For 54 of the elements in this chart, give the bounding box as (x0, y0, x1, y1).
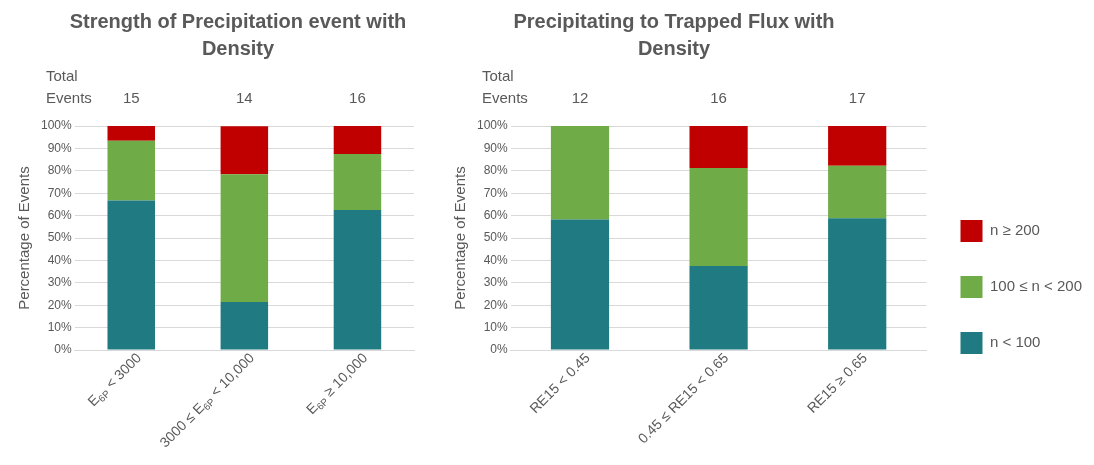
bar (333, 154, 382, 210)
bar (550, 219, 610, 350)
y-axis-title: Percentage of Events (451, 166, 469, 310)
y-tick-label: 0% (490, 342, 509, 357)
text: Total Events (46, 67, 92, 106)
y-tick-label: 100% (40, 118, 73, 133)
bar (689, 266, 748, 350)
y-tick-label: 30% (483, 275, 509, 290)
y-tick-label: 30% (47, 275, 73, 290)
legend-label: n < 100 (990, 333, 1041, 351)
y-tick-label: 50% (483, 230, 509, 245)
chart-title: Strength of Precipitation event with Density (68, 9, 408, 61)
y-tick-label: 40% (483, 252, 509, 267)
y-tick-label: 80% (483, 163, 509, 178)
bar (333, 126, 382, 154)
text: 16 (349, 89, 366, 106)
legend-label: n ≥ 200 (990, 221, 1040, 239)
y-tick-label: 20% (483, 297, 509, 312)
bar (689, 126, 748, 168)
bar (220, 126, 269, 175)
bar (828, 126, 887, 166)
text: Total Events (482, 67, 528, 106)
chart-title: Precipitating to Trapped Flux with Density (512, 9, 836, 61)
text: 16 (710, 89, 727, 106)
bar (689, 167, 748, 266)
text: 12 (571, 89, 589, 106)
bar (107, 200, 155, 350)
bar (220, 174, 269, 303)
y-tick-label: 60% (483, 207, 509, 222)
bar (828, 165, 887, 219)
y-tick-label: 80% (47, 163, 73, 178)
y-tick-label: 50% (47, 230, 73, 245)
y-tick-label: 40% (47, 252, 73, 267)
bar (550, 126, 610, 220)
bar (107, 126, 155, 141)
y-axis-title: Percentage of Events (15, 166, 33, 310)
y-tick-label: 10% (483, 319, 509, 334)
legend-label: 100 ≤ n < 200 (990, 277, 1083, 295)
bar (333, 210, 382, 350)
y-tick-label: 10% (47, 319, 73, 334)
text: 17 (848, 89, 866, 106)
y-tick-label: 90% (47, 140, 73, 155)
bar (107, 140, 155, 201)
y-tick-label: 100% (476, 118, 509, 133)
bar (220, 302, 269, 350)
y-tick-label: 60% (47, 207, 73, 222)
bar (828, 218, 887, 350)
y-tick-label: 90% (483, 140, 509, 155)
text: 14 (236, 89, 253, 106)
y-tick-label: 20% (47, 297, 73, 312)
y-tick-label: 70% (47, 185, 73, 200)
y-tick-label: 0% (54, 342, 73, 357)
text: 15 (122, 89, 140, 106)
y-tick-label: 70% (483, 185, 509, 200)
